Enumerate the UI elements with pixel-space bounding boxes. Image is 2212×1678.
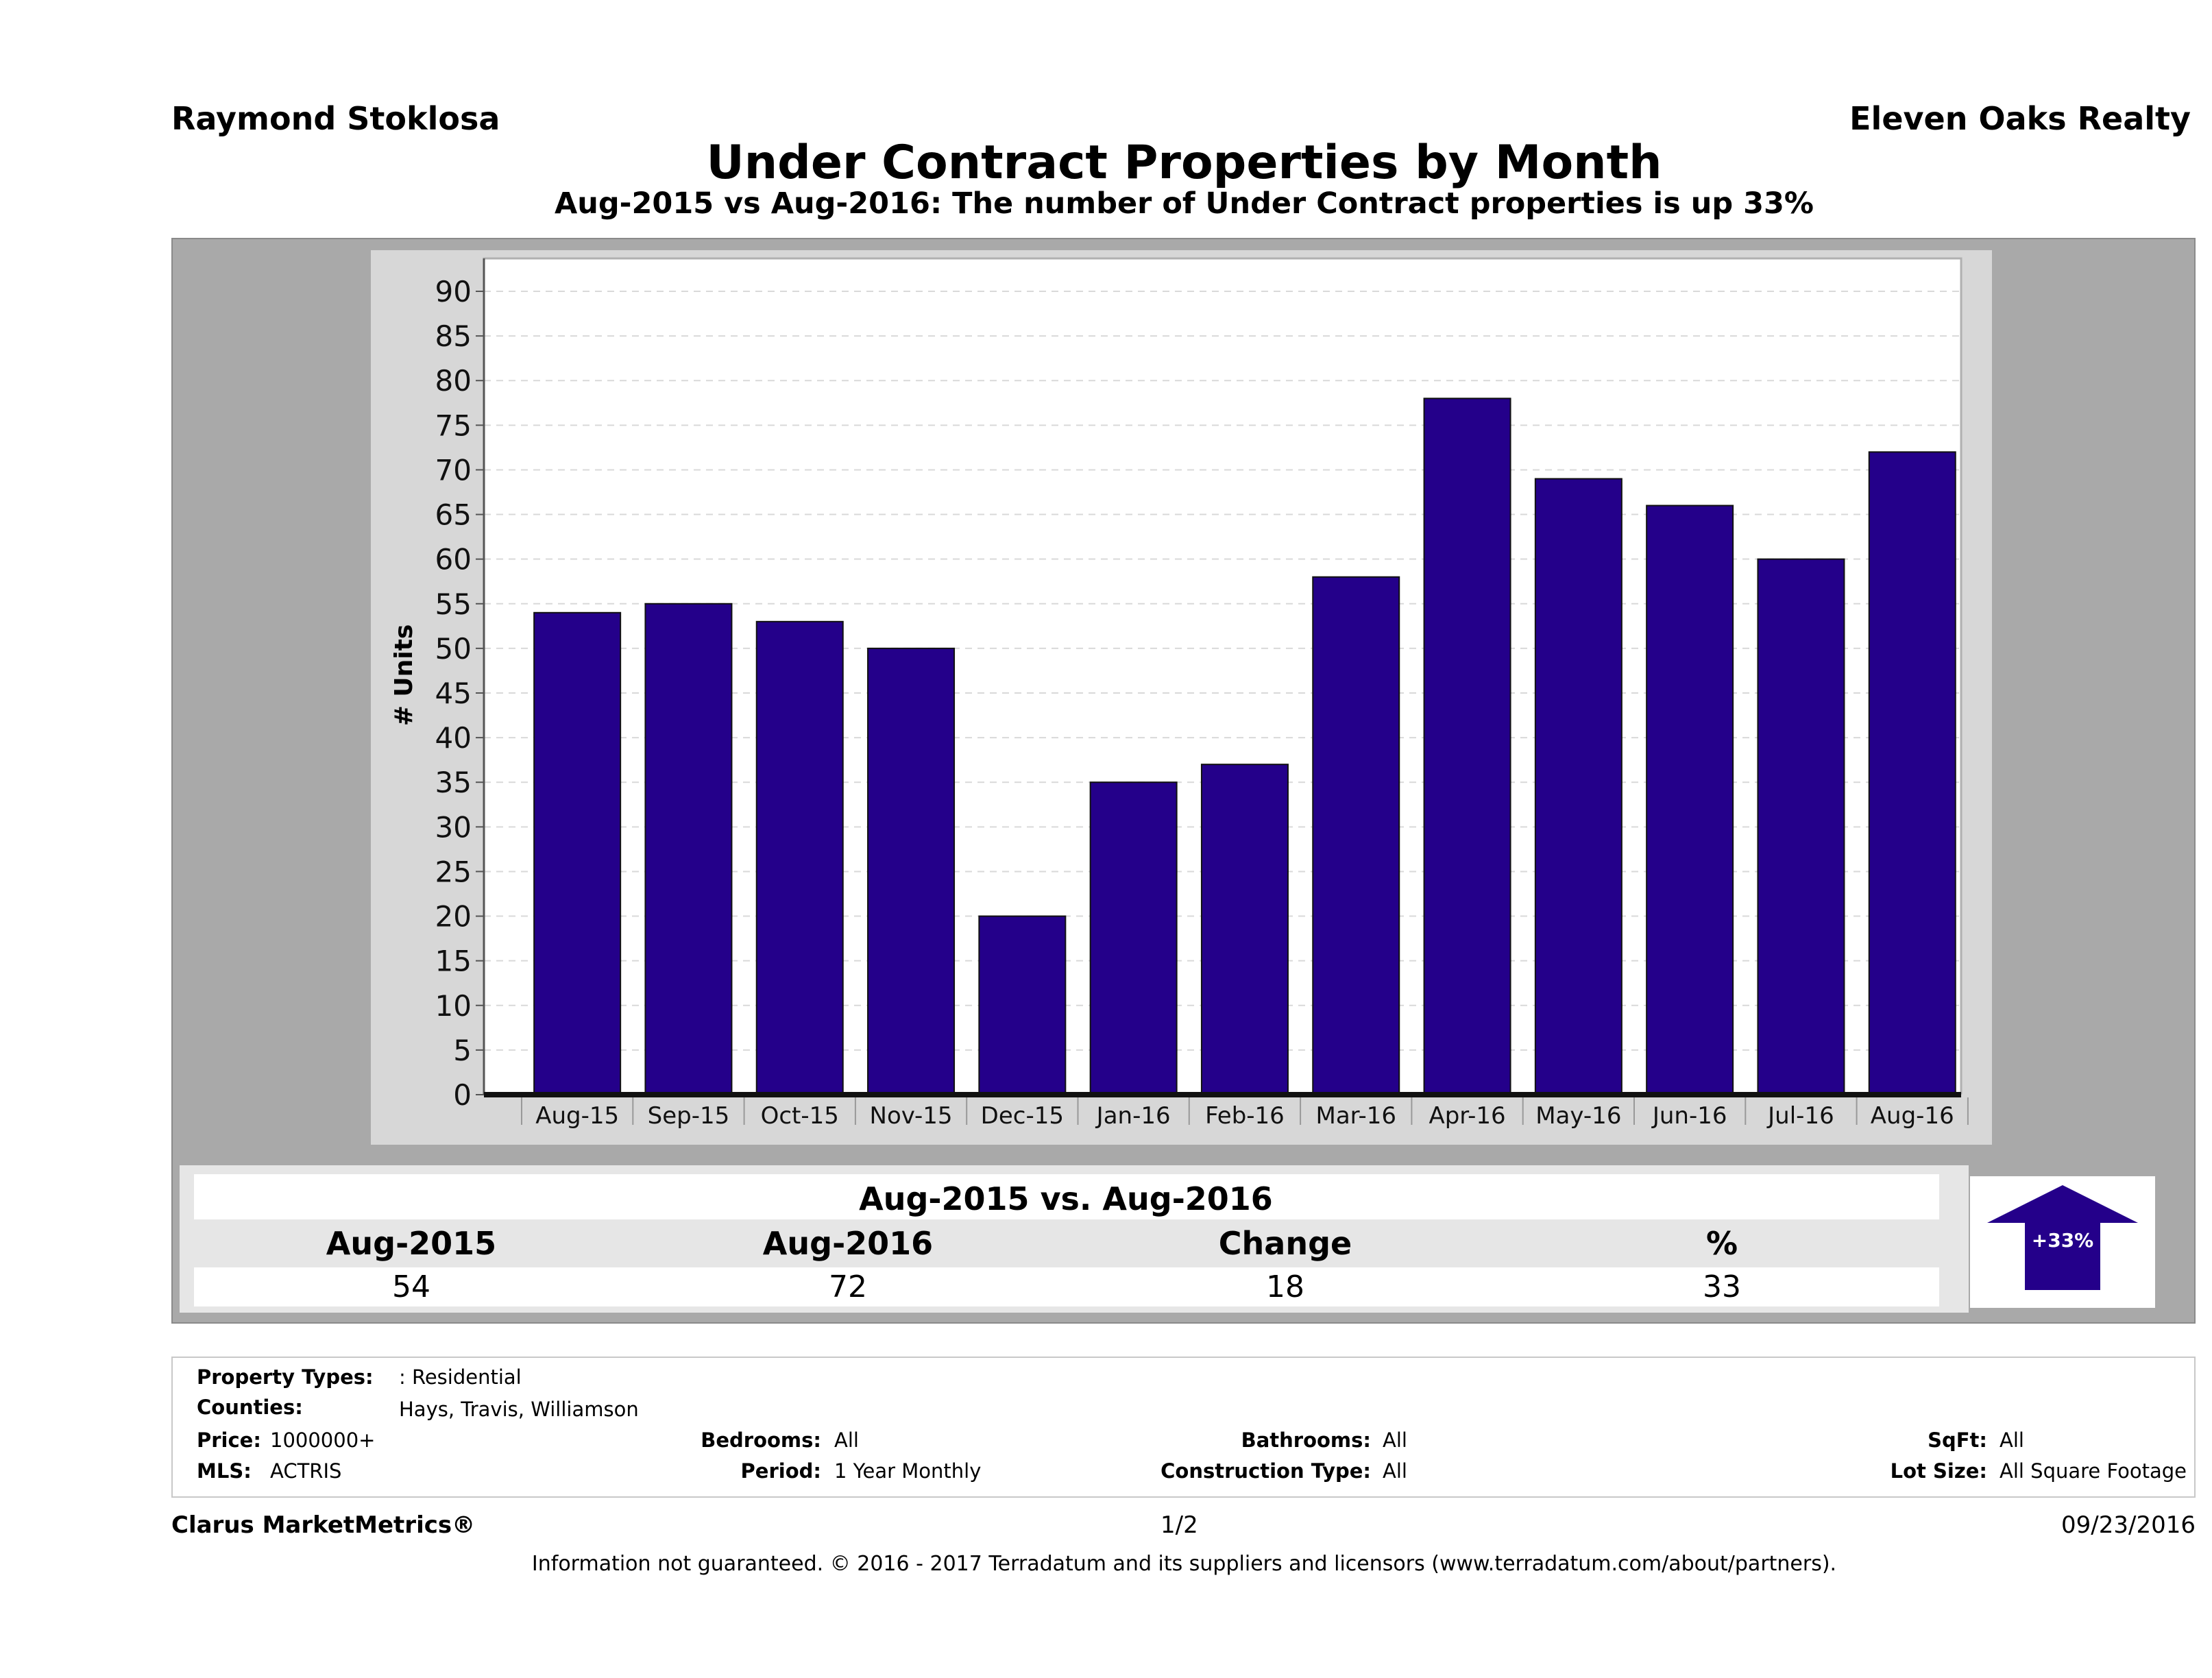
bar-apr-16 [1423,398,1511,1095]
x-tick-label: Nov-15 [870,1102,953,1130]
y-tick-label: 75 [435,409,472,442]
y-tick-label: 70 [435,453,472,487]
period-label: Period: [740,1459,821,1483]
y-tick-label: 10 [435,989,472,1023]
x-tick-label: Apr-16 [1429,1102,1505,1130]
y-tick-label: 35 [435,766,472,799]
footer-brand: Clarus MarketMetrics® [171,1511,476,1539]
y-axis-label: # Units [390,624,418,727]
bar-sep-15 [644,603,733,1095]
x-axis-line [484,1092,1961,1097]
counties-value: Hays, Travis, Williamson [399,1398,639,1421]
y-tick-label: 5 [453,1034,472,1067]
bar-aug-16 [1868,451,1956,1095]
lot-size-label: Lot Size: [1890,1459,1987,1483]
y-tick-label: 45 [435,677,472,710]
x-tick-label: Oct-15 [761,1102,839,1130]
bar-jan-16 [1089,781,1178,1095]
bar-may-16 [1534,478,1622,1095]
y-tick-label: 0 [453,1078,472,1112]
summary-value-change: 18 [1266,1269,1304,1304]
summary-value-percent: 33 [1703,1269,1741,1304]
x-tick-label: Dec-15 [981,1102,1064,1130]
property-types-value: : Residential [399,1365,522,1389]
bar-mar-16 [1312,576,1400,1095]
company-name: Eleven Oaks Realty [1849,100,2191,137]
bathrooms-value: All [1383,1428,1407,1452]
agent-name: Raymond Stoklosa [171,100,500,137]
y-tick-label: 20 [435,900,472,934]
y-tick-label: 85 [435,319,472,353]
mls-label: MLS: [197,1459,252,1483]
property-types-label: Property Types: [197,1365,374,1389]
disclaimer: Information not guaranteed. © 2016 - 201… [531,1552,1837,1576]
bedrooms-label: Bedrooms: [701,1428,821,1452]
price-value: 1000000+ [270,1428,376,1452]
summary-header-aug-2016: Aug-2016 [762,1225,934,1262]
x-tick-label: Jun-16 [1651,1102,1727,1130]
chart-subtitle: Aug-2015 vs Aug-2016: The number of Unde… [554,186,1814,221]
construction-type-label: Construction Type: [1160,1459,1371,1483]
summary-title-row [194,1174,1939,1219]
change-badge-label: +33% [2032,1229,2093,1252]
bar-jun-16 [1646,504,1734,1095]
bathrooms-label: Bathrooms: [1241,1428,1371,1452]
x-tick-label: May-16 [1535,1102,1621,1130]
report-date: 09/23/2016 [2061,1511,2196,1539]
period-value: 1 Year Monthly [834,1459,982,1483]
x-tick-label: Jan-16 [1095,1102,1171,1130]
page-number: 1/2 [1160,1511,1198,1539]
sqft-value: All [2000,1428,2024,1452]
construction-type-value: All [1383,1459,1407,1483]
y-tick-label: 25 [435,855,472,888]
y-tick-label: 90 [435,275,472,308]
y-tick-label: 30 [435,810,472,844]
summary-header-percent: % [1705,1225,1738,1262]
price-label: Price: [197,1428,261,1452]
bar-chart: 0 5 10 15 20 25 30 35 40 45 50 55 60 65 70 75 80 85 90 # Un… [390,257,1969,1130]
change-badge: +33% [1970,1176,2155,1308]
y-tick-label: 55 [435,587,472,621]
bar-aug-15 [533,611,622,1095]
x-tick-label: Feb-16 [1205,1102,1285,1130]
bar-dec-15 [978,915,1067,1095]
bar-jul-16 [1757,558,1845,1095]
chart-panel: 0 5 10 15 20 25 30 35 40 45 50 55 60 65 70 75 80 85 90 # Un… [371,250,1992,1145]
bar-oct-15 [755,620,844,1095]
y-tick-label: 50 [435,632,472,666]
x-tick-label: Aug-16 [1871,1102,1954,1130]
x-tick-label: Sep-15 [648,1102,730,1130]
summary-title: Aug-2015 vs. Aug-2016 [859,1180,1273,1217]
summary-header-aug-2015: Aug-2015 [326,1225,497,1262]
criteria-panel [171,1357,2196,1498]
y-tick-label: 80 [435,364,472,398]
lot-size-value: All Square Footage [2000,1459,2187,1483]
y-tick-label: 40 [435,721,472,755]
counties-label: Counties: [197,1396,303,1419]
bedrooms-value: All [834,1428,859,1452]
summary-value-aug-2016: 72 [829,1269,867,1304]
up-arrow-icon [1987,1185,2138,1290]
sqft-label: SqFt: [1928,1428,1987,1452]
mls-value: ACTRIS [270,1459,342,1483]
summary-value-aug-2015: 54 [392,1269,430,1304]
y-tick-label: 65 [435,498,472,532]
summary-values-row [194,1267,1939,1306]
bar-nov-15 [867,647,956,1095]
y-tick-label: 15 [435,945,472,978]
bar-feb-16 [1200,764,1289,1096]
summary-header-change: Change [1218,1225,1352,1262]
chart-title: Under Contract Properties by Month [706,136,1662,190]
x-tick-label: Aug-15 [535,1102,619,1130]
y-tick-label: 60 [435,543,472,576]
x-tick-label: Mar-16 [1315,1102,1396,1130]
x-tick-label: Jul-16 [1766,1102,1834,1130]
